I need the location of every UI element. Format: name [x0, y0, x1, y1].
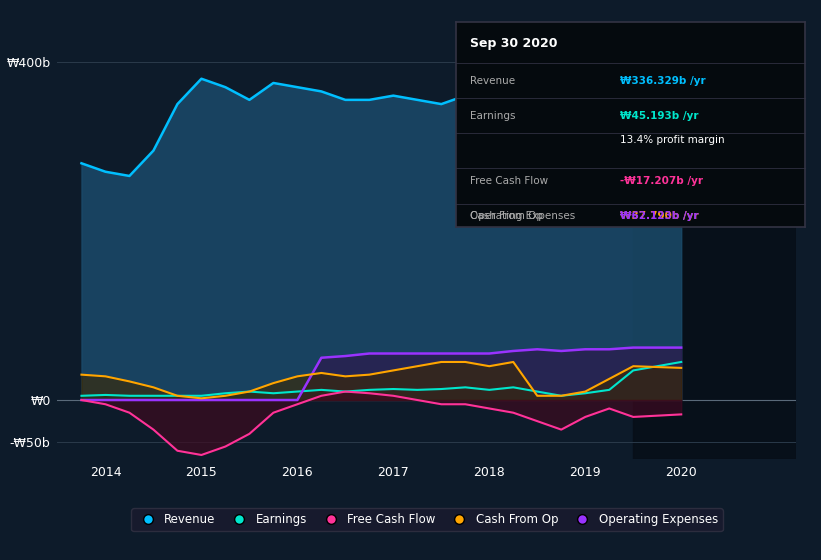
- Text: ₩336.329b /yr: ₩336.329b /yr: [620, 76, 705, 86]
- Text: Sep 30 2020: Sep 30 2020: [470, 37, 557, 50]
- Text: Cash From Op: Cash From Op: [470, 211, 543, 221]
- Text: Revenue: Revenue: [470, 76, 515, 86]
- Bar: [633, 28, 796, 459]
- Text: Free Cash Flow: Free Cash Flow: [470, 176, 548, 186]
- Text: -₩17.207b /yr: -₩17.207b /yr: [620, 176, 703, 186]
- Text: ₩37.790b /yr: ₩37.790b /yr: [620, 211, 699, 221]
- Text: 13.4% profit margin: 13.4% profit margin: [620, 135, 724, 145]
- Text: Operating Expenses: Operating Expenses: [470, 211, 575, 221]
- Legend: Revenue, Earnings, Free Cash Flow, Cash From Op, Operating Expenses: Revenue, Earnings, Free Cash Flow, Cash …: [131, 508, 722, 531]
- Text: Earnings: Earnings: [470, 110, 515, 120]
- Text: ₩62.123b /yr: ₩62.123b /yr: [620, 211, 698, 221]
- Text: ₩45.193b /yr: ₩45.193b /yr: [620, 110, 698, 120]
